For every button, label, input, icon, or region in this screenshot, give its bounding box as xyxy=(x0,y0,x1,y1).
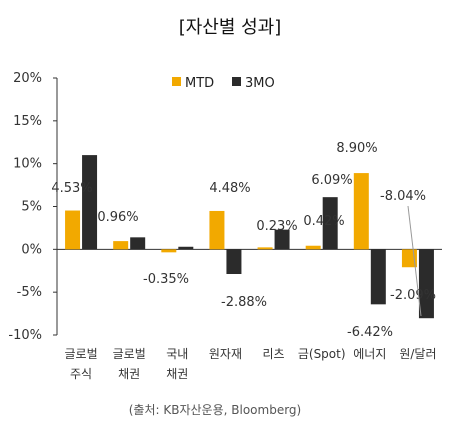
data-label-mtd-0: 4.53% xyxy=(51,181,92,196)
category-label: 주식 xyxy=(70,367,92,381)
y-tick-label: 0% xyxy=(21,242,42,257)
bar-mtd-3 xyxy=(209,210,225,250)
bar-mtd-5 xyxy=(305,245,321,250)
bar-3mo-0 xyxy=(82,155,98,250)
data-label-mtd-7: -2.09% xyxy=(390,288,436,303)
bar-mtd-0 xyxy=(65,210,81,250)
bar-3mo-4 xyxy=(274,229,290,250)
bar-3mo-5 xyxy=(322,197,338,250)
legend: MTD 3MO xyxy=(172,76,275,91)
y-tick-label: 20% xyxy=(13,71,42,86)
category-label: 글로벌 xyxy=(65,347,98,361)
data-label-mtd-1: 0.96% xyxy=(97,210,138,225)
y-tick-label: 10% xyxy=(13,157,42,172)
category-label: 금(Spot) xyxy=(298,347,346,361)
category-label: 국내 xyxy=(166,347,188,361)
source-note: (출처: KB자산운용, Bloomberg) xyxy=(129,403,301,417)
category-label: 채권 xyxy=(166,367,188,381)
y-tick-label: 15% xyxy=(13,114,42,129)
data-label-3mo-3: -2.88% xyxy=(221,295,267,310)
category-label: 리츠 xyxy=(263,347,285,361)
y-tick-label: -5% xyxy=(17,285,42,300)
data-label-3mo-7: -8.04% xyxy=(380,189,426,204)
legend-swatch-3mo xyxy=(232,77,241,86)
category-label: 글로벌 xyxy=(113,347,146,361)
bar-mtd-4 xyxy=(257,247,273,250)
y-tick-label: -10% xyxy=(8,328,42,343)
bar-3mo-7 xyxy=(418,249,434,319)
data-label-mtd-2: -0.35% xyxy=(143,272,189,287)
y-tick-label: 5% xyxy=(21,200,42,215)
data-label-mtd-4: 0.23% xyxy=(256,219,297,234)
category-label: 원/달러 xyxy=(399,347,436,361)
bar-3mo-3 xyxy=(226,249,242,275)
data-label-mtd-6: 8.90% xyxy=(336,141,377,156)
category-label: 원자재 xyxy=(209,347,242,361)
data-label-3mo-6: -6.42% xyxy=(347,325,393,340)
data-label-3mo-5: 6.09% xyxy=(311,173,352,188)
data-labels: 4.53% 0.96% -0.35% 4.48% 0.23% 0.42% 8.90% -2.0… xyxy=(51,141,436,340)
bars xyxy=(65,155,434,319)
chart-title: [자산별 성과] xyxy=(179,17,282,38)
bar-3mo-2 xyxy=(178,246,194,250)
category-label: 에너지 xyxy=(353,347,386,361)
bar-mtd-6 xyxy=(353,173,369,250)
legend-label-mtd: MTD xyxy=(185,76,214,91)
label-leader-line xyxy=(407,205,422,317)
bar-3mo-6 xyxy=(370,249,386,305)
legend-swatch-mtd xyxy=(172,77,181,86)
bar-mtd-1 xyxy=(113,241,129,250)
data-label-mtd-5: 0.42% xyxy=(303,214,344,229)
bar-3mo-1 xyxy=(130,237,146,250)
data-label-mtd-3: 4.48% xyxy=(209,181,250,196)
category-label: 채권 xyxy=(118,367,140,381)
bar-mtd-2 xyxy=(161,249,177,253)
legend-label-3mo: 3MO xyxy=(245,76,275,91)
